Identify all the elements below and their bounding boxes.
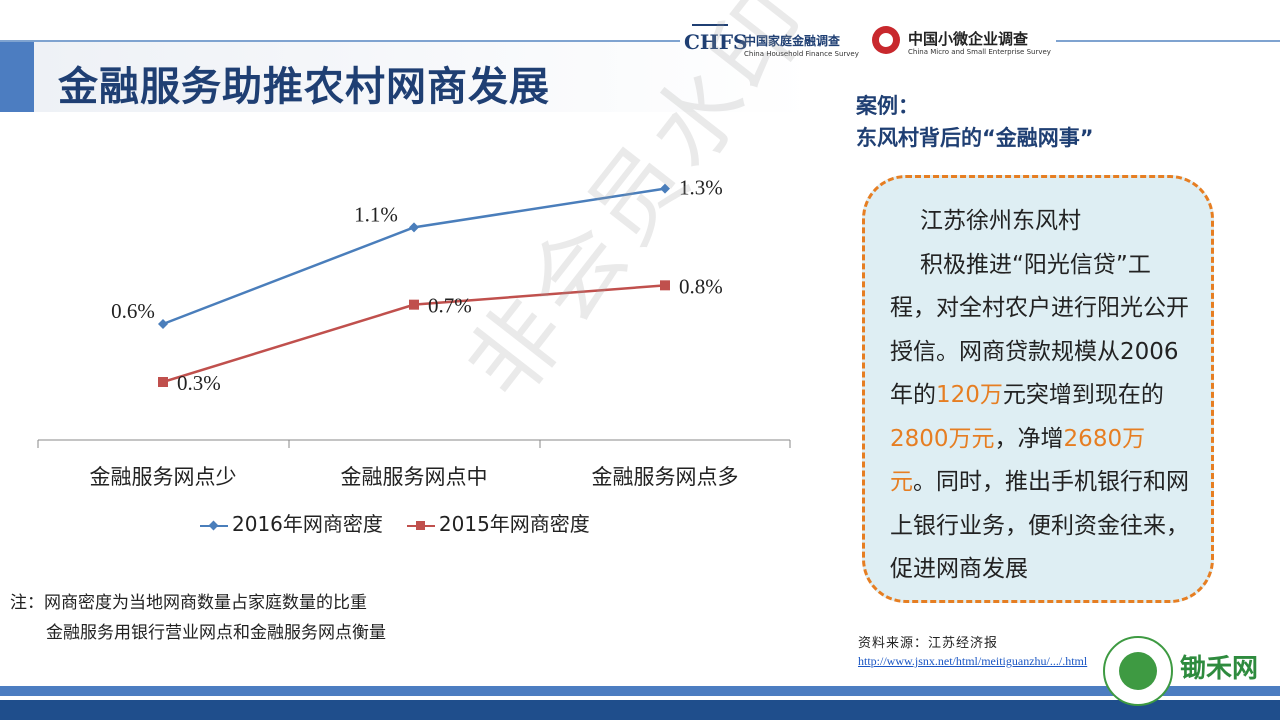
footer-bar-dark — [0, 700, 1280, 720]
seal-core — [1119, 652, 1157, 690]
source-link[interactable]: http://www.jsnx.net/html/meitiguanzhu/..… — [858, 654, 1088, 668]
house-roof-icon — [692, 24, 728, 32]
header-rule-left — [0, 40, 680, 42]
case-location: 江苏徐州东风村 — [920, 208, 1081, 234]
x-tick-label: 金融服务网点中 — [341, 465, 488, 489]
legend-label: 2015年网商密度 — [438, 512, 590, 536]
series-0-point — [660, 183, 670, 194]
case-body-part-2: 元突增到现在的 — [1002, 382, 1164, 408]
title-band — [34, 40, 814, 112]
legend-item: 2015年网商密度 — [406, 512, 590, 536]
chart-canvas: 金融服务网点少 金融服务网点中 金融服务网点多 0.6% 1.1% 1.3% 0.3% 0.7… — [37, 176, 791, 489]
page-title: 金融服务助推农村网商发展 — [58, 64, 550, 110]
case-text: 江苏徐州东风村 积极推进“阳光信贷”工程，对全村农户进行阳光公开授信。网商贷款规… — [890, 200, 1190, 592]
legend-diamond-icon — [200, 520, 228, 531]
chfs-logo: CHFS 中国家庭金融调查 China Household Finance Su… — [684, 22, 864, 62]
case-body-part-1: 积极推进“阳光信贷”工程，对全村农户进行阳光公开授信。网商贷款规模从2006年的 — [890, 251, 1189, 409]
chfs-name-en: China Household Finance Survey — [744, 50, 859, 58]
data-label: 0.8% — [679, 274, 723, 298]
x-tick-label: 金融服务网点少 — [90, 465, 237, 489]
site-seal-icon — [1103, 636, 1173, 706]
case-box — [862, 175, 1214, 603]
chfs-mark: CHFS — [684, 30, 748, 54]
smes-name-cn: 中国小微企业调查 — [908, 30, 1029, 48]
title-accent-bar — [0, 40, 34, 112]
series-0-point — [409, 222, 419, 233]
line-chart: 金融服务网点少 金融服务网点中 金融服务网点多 0.6% 1.1% 1.3% 0.3% 0.7… — [0, 130, 820, 560]
case-heading-title: 东风村背后的“金融网事” — [856, 126, 1094, 150]
case-highlight-1: 120万 — [936, 382, 1003, 408]
data-label: 0.3% — [177, 371, 221, 395]
legend-square-icon — [406, 520, 435, 531]
series-1-point — [158, 377, 168, 387]
case-body-part-4: 。同时，推出手机银行和网上银行业务，便利资金往来，促进网商发展 — [890, 469, 1189, 582]
case-heading-label: 案例： — [856, 94, 919, 118]
series-1-point — [409, 299, 419, 310]
series-1-point — [660, 280, 670, 291]
source-label: 资料来源：江苏经济报 — [858, 636, 999, 651]
data-label: 0.7% — [428, 294, 472, 318]
footer-brand: 锄禾网 — [1180, 654, 1259, 684]
chart-legend: 2016年网商密度 2015年网商密度 — [200, 508, 614, 537]
x-tick-label: 金融服务网点多 — [592, 465, 739, 489]
data-label: 0.6% — [111, 299, 155, 323]
case-highlight-3: 2680万元 — [890, 425, 1146, 496]
smes-name-en: China Micro and Small Enterprise Survey — [908, 48, 1051, 56]
smes-logo: 中国小微企业调查 China Micro and Small Enterpris… — [872, 22, 1052, 62]
chfs-name-cn: 中国家庭金融调查 — [744, 34, 841, 48]
series-0-point — [158, 319, 168, 329]
case-body: 积极推进“阳光信贷”工程，对全村农户进行阳光公开授信。网商贷款规模从2006年的… — [890, 244, 1190, 592]
legend-label: 2016年网商密度 — [232, 512, 383, 536]
header-rule-right — [1056, 40, 1280, 42]
case-highlight-2: 2800万元 — [890, 425, 995, 452]
legend-item: 2016年网商密度 — [200, 512, 383, 536]
chart-notes: 注：网商密度为当地网商数量占家庭数量的比重 金融服务用银行营业网点和金融服务网点… — [10, 588, 386, 648]
data-label: 1.1% — [354, 202, 398, 226]
data-label: 1.3% — [679, 176, 723, 200]
note-line-1: 注：网商密度为当地网商数量占家庭数量的比重 — [10, 593, 367, 613]
case-body-part-3: ，净增 — [994, 425, 1064, 452]
smes-ring-icon — [872, 26, 900, 54]
note-line-2: 金融服务用银行营业网点和金融服务网点衡量 — [46, 623, 386, 643]
footer-bar-light — [0, 686, 1280, 696]
case-heading: 案例： 东风村背后的“金融网事” — [856, 90, 1094, 154]
